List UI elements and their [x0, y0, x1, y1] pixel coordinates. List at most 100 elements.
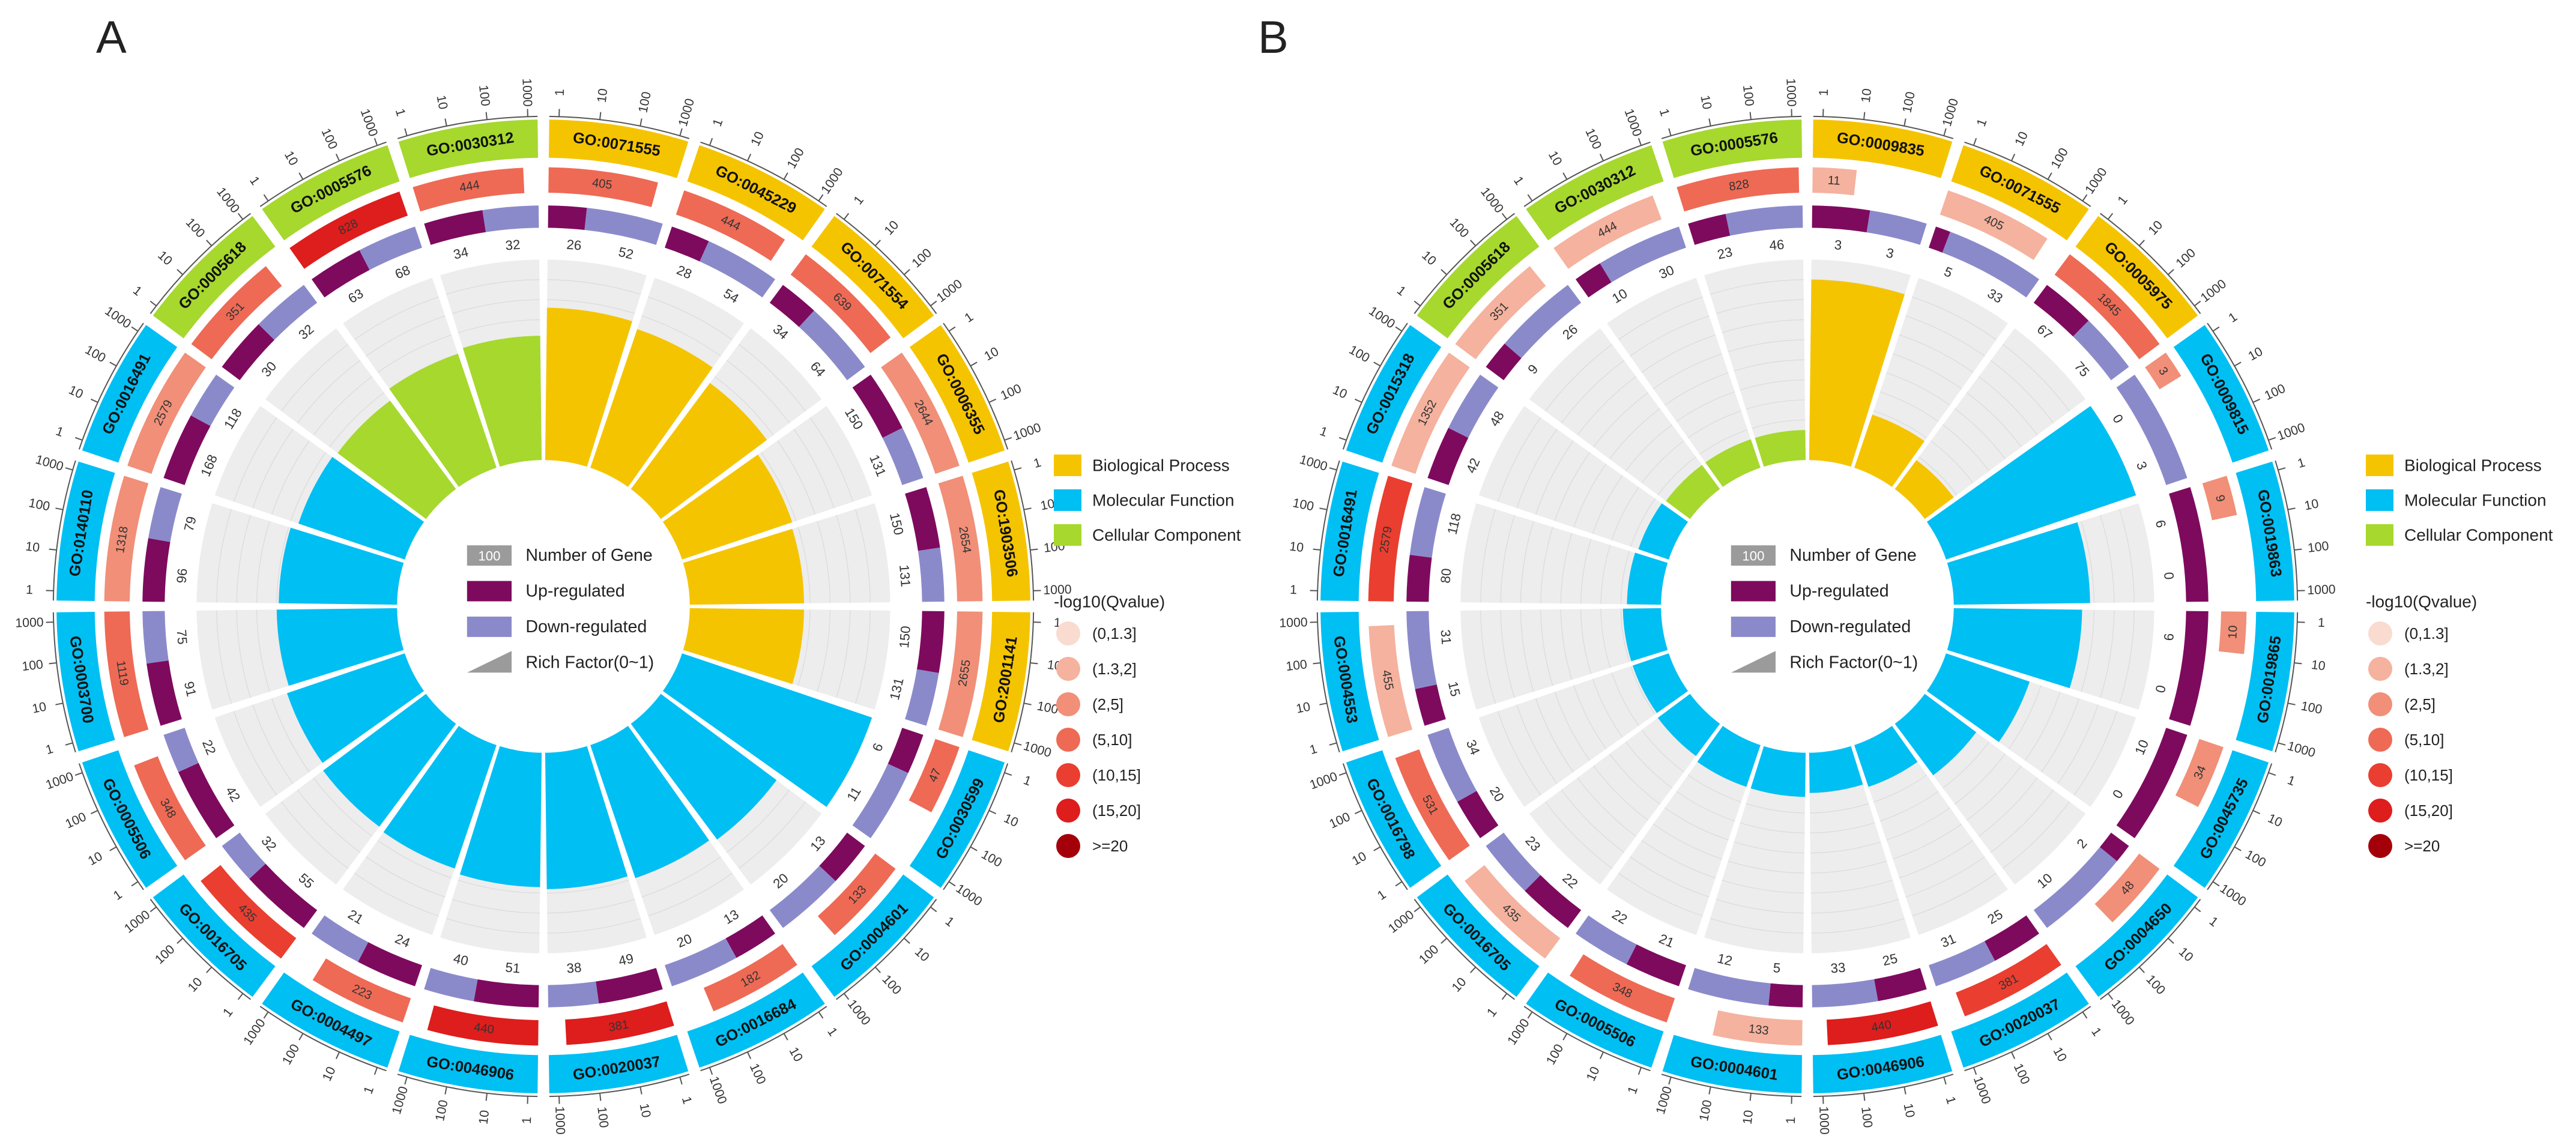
axis-tick [2108, 213, 2113, 219]
up-count-label: 10 [1609, 286, 1630, 306]
axis-tick-label: 1 [2318, 616, 2326, 630]
up-count-label: 34 [770, 321, 791, 342]
up-count-label: 21 [1657, 931, 1677, 950]
axis-tick-label: 1000 [519, 78, 534, 107]
category-label-bp: Biological Process [1092, 456, 1230, 475]
axis-tick-label: 1000 [1279, 615, 1308, 630]
rich-factor-bar [1751, 746, 1806, 797]
rich-factor-swatch [1731, 651, 1776, 672]
axis-tick [2278, 468, 2285, 470]
up-count-label: 150 [887, 512, 907, 537]
axis-tick [375, 1068, 377, 1075]
gene-count-label: 10 [2226, 625, 2240, 639]
axis-tick-label: 10 [1546, 149, 1565, 168]
down-regulated-bar [1812, 979, 1878, 1008]
axis-tick-label: 10 [477, 1110, 492, 1125]
up-count-label: 28 [674, 262, 694, 282]
axis-tick [91, 811, 98, 814]
gene-count-label: 133 [1748, 1023, 1770, 1038]
q-bin-label: (15,20] [2404, 802, 2453, 820]
up-count-label: 5 [1942, 264, 1955, 280]
axis-tick [784, 173, 788, 180]
down-count-label: 52 [617, 244, 635, 262]
axis-tick-label: 1000 [2109, 997, 2137, 1028]
q-bin-swatch [1056, 728, 1080, 752]
down-regulated-bar [1867, 210, 1927, 244]
axis-tick-label: 100 [2243, 848, 2268, 870]
axis-tick-label: 1000 [2082, 165, 2110, 196]
axis-tick-label: 1000 [1012, 421, 1043, 444]
up-regulated-bar [1874, 968, 1927, 1001]
axis-tick-label: 1 [1974, 117, 1990, 128]
category-swatch-bp [2366, 455, 2393, 476]
up-regulated-bar [2169, 611, 2209, 726]
axis-tick-label: 10 [25, 540, 40, 555]
axis-tick [2168, 270, 2174, 275]
axis-tick-label: 1 [393, 107, 408, 118]
axis-tick [2139, 240, 2145, 246]
rich-factor-swatch [467, 651, 512, 672]
axis-tick-label: 1000 [1366, 304, 1397, 331]
axis-tick [680, 1077, 682, 1084]
axis-tick [1313, 549, 1321, 550]
axis-tick-label: 1000 [1478, 185, 1506, 216]
axis-tick-label: 100 [1347, 343, 1372, 365]
down-count-label: 22 [1609, 907, 1630, 927]
q-bin-label: (0,1.3] [2404, 624, 2449, 642]
axis-tick [818, 1012, 823, 1018]
axis-tick [264, 195, 268, 201]
up-count-label: 96 [174, 568, 190, 584]
q-bin-label: (10,15] [1092, 766, 1141, 784]
q-bin-swatch [2368, 834, 2392, 858]
axis-tick [65, 468, 73, 470]
axis-tick [2012, 154, 2015, 161]
axis-tick [2048, 173, 2052, 180]
axis-tick [1030, 549, 1038, 550]
q-legend-title: -log10(Qvalue) [2366, 593, 2477, 611]
axis-tick-label: 100 [2049, 146, 2071, 171]
down-count-label: 0 [2161, 572, 2177, 580]
down-regulated-bar [918, 548, 945, 602]
up-count-label: 23 [1716, 244, 1734, 262]
axis-tick-label: 1 [54, 424, 65, 440]
axis-tick-label: 1000 [1298, 453, 1329, 474]
up-count-label: 42 [223, 784, 243, 805]
axis-tick-label: 1000 [954, 881, 985, 909]
down-count-label: 20 [674, 931, 694, 950]
axis-tick [1005, 438, 1012, 440]
category-label-cc: Cellular Component [2404, 526, 2553, 545]
up-count-label: 5 [1773, 960, 1781, 976]
axis-tick [1750, 112, 1751, 120]
axis-tick-label: 1000 [122, 908, 153, 936]
down-count-label: 64 [808, 358, 829, 379]
q-bin-label: (15,20] [1092, 802, 1141, 820]
down-count-label: 34 [1463, 737, 1483, 757]
axis-tick-label: 1 [943, 914, 957, 929]
axis-tick [336, 154, 339, 161]
up-regulated-bar [474, 979, 539, 1008]
axis-tick [2253, 811, 2260, 814]
axis-tick [710, 138, 712, 145]
axis-tick-label: 1000 [2218, 881, 2249, 909]
axis-tick [264, 1012, 268, 1018]
axis-tick-label: 1000 [934, 277, 965, 305]
axis-tick-label: 100 [785, 146, 807, 171]
q-bin-label: (0,1.3] [1092, 624, 1137, 642]
down-count-label: 75 [174, 629, 190, 645]
axis-tick [1329, 468, 1337, 470]
axis-tick-label: 1000 [2307, 582, 2336, 597]
axis-tick-label: 10 [86, 849, 105, 868]
up-regulated-bar [142, 538, 170, 602]
up-count-label: 10 [2132, 737, 2151, 757]
q-bin-swatch [2368, 621, 2392, 645]
axis-tick [949, 327, 955, 331]
number-of-gene-value: 100 [478, 549, 500, 564]
down-count-label: 31 [1938, 931, 1958, 950]
up-regulated-bar [1768, 983, 1803, 1008]
axis-tick [2278, 743, 2285, 745]
up-regulated-label: Up-regulated [525, 582, 624, 601]
down-count-label: 48 [1487, 408, 1507, 429]
axis-tick-label: 10 [2311, 658, 2326, 674]
down-count-label: 46 [1769, 237, 1785, 253]
axis-tick [375, 138, 377, 145]
